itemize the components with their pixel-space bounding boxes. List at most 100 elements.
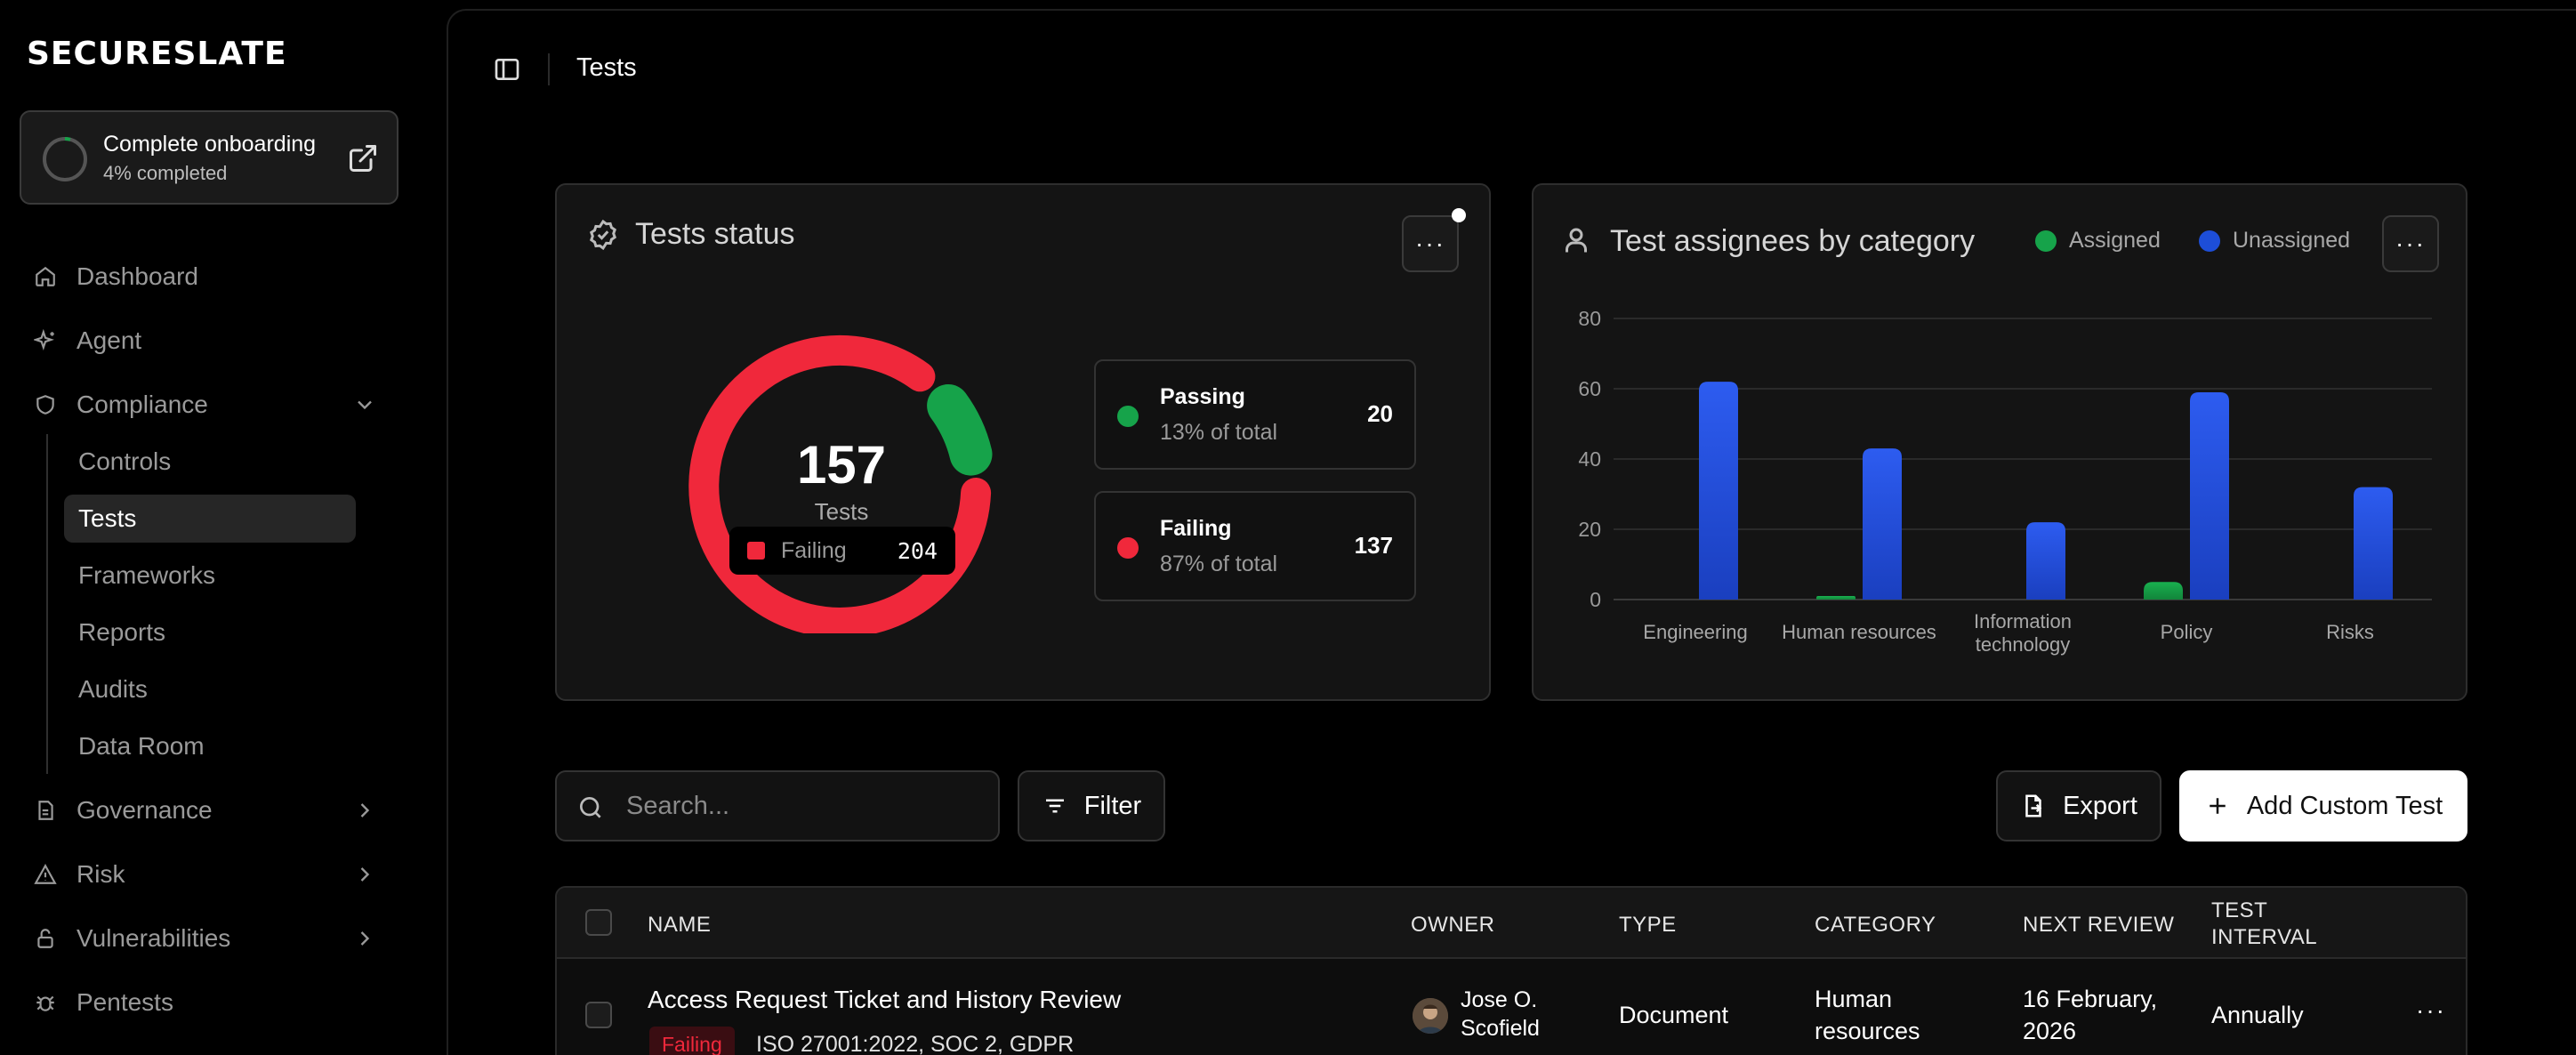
notification-dot <box>1452 208 1466 222</box>
x-tick-label: Human resources <box>1782 621 1936 643</box>
y-tick-label: 40 <box>1578 447 1601 471</box>
badge-check-icon <box>589 219 617 251</box>
x-tick-label: Policy <box>2161 621 2213 643</box>
passing-percent: 13% of total <box>1160 420 1278 445</box>
col-interval-line2[interactable]: INTERVAL <box>2211 925 2318 949</box>
chevron-down-icon[interactable] <box>352 392 377 417</box>
donut-tooltip: Failing 204 <box>729 527 955 575</box>
tests-total-count: 157 <box>796 435 887 495</box>
export-button[interactable]: Export <box>1996 770 2161 842</box>
owner-last: Scofield <box>1461 1016 1540 1041</box>
y-tick-label: 20 <box>1578 518 1601 541</box>
test-interval: Annually <box>2211 1002 2304 1028</box>
failing-stat-card[interactable]: Failing 87% of total 137 <box>1094 491 1416 601</box>
sidebar-toggle-icon[interactable] <box>493 55 521 84</box>
sidebar-item-risk[interactable]: Risk <box>32 850 388 899</box>
y-tick-label: 60 <box>1578 377 1601 400</box>
app-logo[interactable]: SECURESLATE <box>27 36 287 72</box>
assignees-bar-chart: 0 20 40 60 80 Engineering Human resources Infor… <box>1578 307 2432 656</box>
col-name[interactable]: NAME <box>648 913 712 937</box>
sidebar-item-label: Agent <box>76 326 142 354</box>
sidebar-item-label: Risk <box>76 860 125 888</box>
onboarding-title: Complete onboarding <box>103 132 317 157</box>
row-more-button[interactable]: ··· <box>2416 996 2446 1024</box>
owner-first: Jose O. <box>1461 987 1538 1012</box>
col-owner[interactable]: OWNER <box>1411 913 1495 937</box>
review-line1: 16 February, <box>2023 986 2158 1012</box>
bar-assigned-3 <box>2144 582 2183 600</box>
search-box[interactable] <box>555 770 1000 842</box>
bar-unassigned-4 <box>2354 487 2393 600</box>
plus-icon <box>2210 798 2226 814</box>
x-tick-label: Engineering <box>1643 621 1747 643</box>
col-next-review[interactable]: NEXT REVIEW <box>2023 913 2175 937</box>
x-tick-label: Risks <box>2326 621 2374 643</box>
tooltip-value: 204 <box>897 537 938 564</box>
avatar <box>1413 998 1448 1034</box>
filter-button[interactable]: Filter <box>1018 770 1165 842</box>
legend-assigned[interactable]: Assigned <box>2035 228 2161 254</box>
passing-stat-card[interactable]: Passing 13% of total 20 <box>1094 359 1416 470</box>
chart-title: Test assignees by category <box>1610 224 1976 258</box>
donut-passing-arc <box>927 384 993 476</box>
test-assignees-card: Test assignees by category Assigned Unas… <box>1532 183 2467 701</box>
col-interval-line1[interactable]: TEST <box>2211 898 2268 922</box>
chevron-right-icon[interactable] <box>352 798 377 823</box>
col-type[interactable]: TYPE <box>1619 913 1677 937</box>
header-divider <box>548 53 550 85</box>
add-label: Add Custom Test <box>2246 791 2443 820</box>
passing-dot <box>1117 406 1139 427</box>
status-badge: Failing <box>649 1027 735 1055</box>
sidebar-item-reports[interactable]: Reports <box>78 618 166 646</box>
tests-total-label: Tests <box>814 498 869 525</box>
legend-swatch <box>2035 230 2057 252</box>
bar-unassigned-3 <box>2190 391 2229 600</box>
external-link-icon[interactable] <box>347 142 379 174</box>
submenu-guide-line <box>46 434 48 774</box>
add-custom-test-button[interactable]: Add Custom Test <box>2179 770 2467 842</box>
sidebar-item-label: Dashboard <box>76 262 198 290</box>
sidebar-item-agent[interactable]: Agent <box>32 316 388 366</box>
bug-icon <box>32 989 59 1016</box>
test-name[interactable]: Access Request Ticket and History Review <box>648 986 1122 1013</box>
sidebar-item-governance[interactable]: Governance <box>32 785 388 835</box>
chart-more-button[interactable]: ··· <box>2382 215 2439 272</box>
onboarding-card[interactable]: Complete onboarding 4% completed <box>20 110 398 205</box>
select-all-checkbox[interactable] <box>585 909 612 936</box>
table-header: NAME OWNER TYPE CATEGORY NEXT REVIEW TES… <box>557 888 2466 959</box>
bar-unassigned-0 <box>1699 382 1738 600</box>
sidebar-item-controls[interactable]: Controls <box>78 447 172 475</box>
col-category[interactable]: CATEGORY <box>1815 913 1936 937</box>
passing-label: Passing <box>1160 384 1245 409</box>
x-tick-label: technology <box>1976 633 2070 656</box>
sidebar-item-label: Compliance <box>76 391 208 418</box>
row-checkbox[interactable] <box>585 1002 612 1028</box>
legend-label: Assigned <box>2069 228 2161 253</box>
sidebar-item-audits[interactable]: Audits <box>78 675 148 703</box>
legend-unassigned[interactable]: Unassigned <box>2199 228 2350 254</box>
tooltip-label: Failing <box>781 537 847 563</box>
sidebar-item-pentests[interactable]: Pentests <box>32 978 388 1027</box>
test-frameworks: ISO 27001:2022, SOC 2, GDPR <box>756 1032 1075 1055</box>
sidebar-item-compliance[interactable]: Compliance <box>32 380 388 430</box>
category-line2: resources <box>1815 1018 1920 1044</box>
test-type: Document <box>1619 1002 1729 1028</box>
y-tick-label: 0 <box>1590 588 1601 611</box>
sidebar-item-vulnerabilities[interactable]: Vulnerabilities <box>32 914 388 963</box>
tests-status-card: Tests status ··· 157 Tests Failing 204 P… <box>555 183 1491 701</box>
x-tick-label: Information <box>1974 610 2072 632</box>
failing-label: Failing <box>1160 516 1232 541</box>
sidebar-item-data-room[interactable]: Data Room <box>78 732 205 760</box>
failing-swatch <box>747 542 765 560</box>
chevron-right-icon[interactable] <box>352 926 377 951</box>
sidebar-item-label: Pentests <box>76 988 173 1016</box>
search-input[interactable] <box>626 781 982 831</box>
sidebar-item-tests[interactable]: Tests <box>64 495 356 543</box>
tests-status-more-button[interactable]: ··· <box>1402 215 1459 272</box>
legend-swatch <box>2199 230 2220 252</box>
chevron-right-icon[interactable] <box>352 862 377 887</box>
file-export-icon <box>2025 794 2042 817</box>
filter-label: Filter <box>1083 791 1142 820</box>
sidebar-item-frameworks[interactable]: Frameworks <box>78 561 216 589</box>
sidebar-item-dashboard[interactable]: Dashboard <box>32 252 388 302</box>
